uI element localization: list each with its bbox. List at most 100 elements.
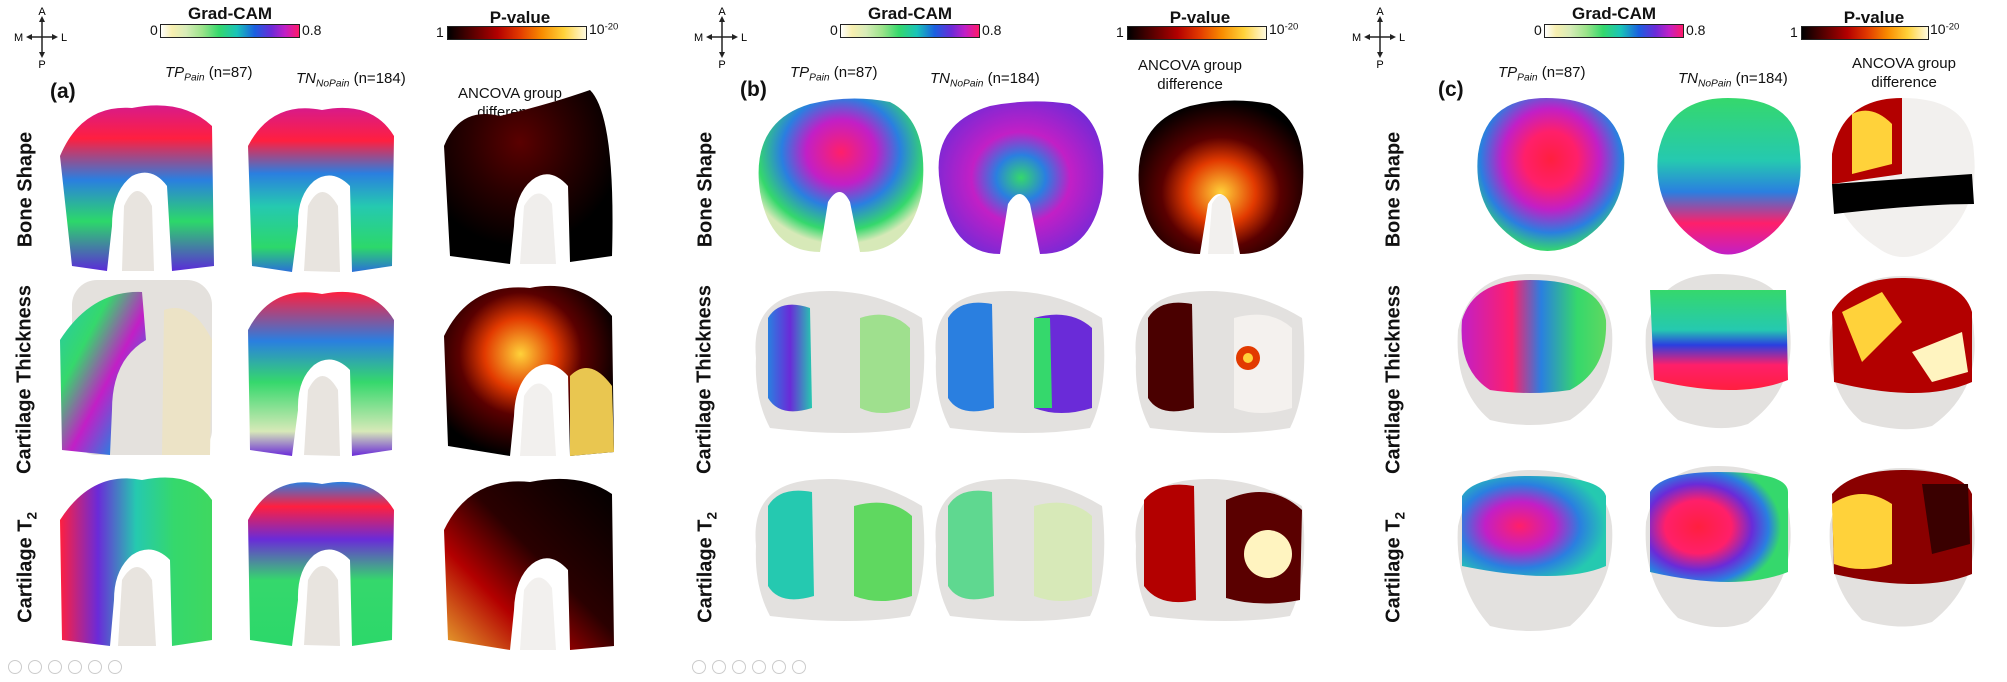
row-label-cartilage-thickness: Cartilage Thickness xyxy=(13,285,36,474)
next-icon[interactable] xyxy=(712,660,726,674)
femur-bone-tn xyxy=(938,101,1104,254)
row-label-cartilage-thickness: Cartilage Thickness xyxy=(693,285,716,474)
more-icon[interactable] xyxy=(108,660,122,674)
zoom-icon[interactable] xyxy=(88,660,102,674)
gradcam-max: 0.8 xyxy=(1686,22,1706,38)
compass-l: L xyxy=(61,32,67,44)
compass-m: M xyxy=(1352,32,1361,44)
patella-t2-tn xyxy=(1645,466,1791,628)
row-label-bone-shape: Bone Shape xyxy=(14,131,37,248)
panel-letter: (a) xyxy=(50,80,76,103)
compass-p: P xyxy=(718,59,725,68)
col-header-tp: TPPain (n=87) xyxy=(790,64,878,84)
slides-icon[interactable] xyxy=(752,660,766,674)
compass-a: A xyxy=(38,6,46,18)
pvalue-title: P-value xyxy=(1843,8,1905,27)
pvalue-min: 1 xyxy=(1116,24,1124,40)
row-label-cartilage-t2: Cartilage T2 xyxy=(694,511,720,623)
col-header-tn: TNNoPain (n=184) xyxy=(296,70,406,90)
patella-bone-tp xyxy=(1477,98,1625,251)
gradcam-title: Grad-CAM xyxy=(187,4,273,23)
femur-thickness-tn xyxy=(248,291,394,456)
row-label-cartilage-t2: Cartilage T2 xyxy=(14,511,40,623)
col-header-ancova: ANCOVA group difference xyxy=(1852,55,1956,91)
compass-l: L xyxy=(1399,32,1405,44)
femur-bone-tp xyxy=(60,105,214,271)
next-icon[interactable] xyxy=(28,660,42,674)
pvalue-min: 1 xyxy=(436,24,444,40)
gradcam-title: Grad-CAM xyxy=(867,4,953,23)
panel-a: A P M L Grad-CAM 0 0.8 P-value 1 10-20 T… xyxy=(0,0,669,682)
gradcam-title: Grad-CAM xyxy=(1571,4,1657,23)
pvalue-colorbar xyxy=(1127,26,1267,40)
col-header-tn: TNNoPain (n=184) xyxy=(930,70,1040,90)
pvalue-colorbar xyxy=(447,26,587,40)
orientation-compass-icon: A P M L xyxy=(1352,6,1405,68)
femur-t2-tn xyxy=(248,481,394,646)
pen-icon[interactable] xyxy=(48,660,62,674)
femur-bone-pvalue xyxy=(444,90,613,264)
compass-p: P xyxy=(38,59,45,68)
pvalue-max: 10-20 xyxy=(1930,21,1960,37)
compass-m: M xyxy=(694,32,703,44)
tibia-t2-tp xyxy=(755,479,925,621)
compass-a: A xyxy=(718,6,726,18)
tibia-t2-tn xyxy=(935,479,1105,621)
pvalue-max: 10-20 xyxy=(589,21,619,37)
col-header-tn: TNNoPain (n=184) xyxy=(1678,70,1788,90)
gradcam-min: 0 xyxy=(830,22,838,38)
pvalue-colorbar xyxy=(1801,26,1929,40)
patella-t2-tp xyxy=(1457,470,1613,631)
gradcam-max: 0.8 xyxy=(302,22,322,38)
tibia-thickness-pvalue xyxy=(1135,291,1305,433)
patella-thickness-pvalue xyxy=(1829,276,1975,430)
row-label-cartilage-thickness: Cartilage Thickness xyxy=(1382,285,1405,474)
patella-bone-pvalue xyxy=(1831,98,1975,257)
femur-t2-pvalue xyxy=(444,478,614,650)
tibia-thickness-tn xyxy=(935,291,1105,433)
orientation-compass-icon: A P M L xyxy=(14,6,67,68)
panel-b: A P M L Grad-CAM 0 0.8 P-value 1 10-20 T… xyxy=(680,0,1349,682)
compass-l: L xyxy=(741,32,747,44)
pvalue-min: 1 xyxy=(1790,24,1798,40)
gradcam-max: 0.8 xyxy=(982,22,1002,38)
tibia-thickness-tp xyxy=(755,291,925,433)
prev-icon[interactable] xyxy=(8,660,22,674)
pen-icon[interactable] xyxy=(732,660,746,674)
patella-bone-tn xyxy=(1657,98,1801,255)
col-header-tp: TPPain (n=87) xyxy=(165,64,253,84)
gradcam-min: 0 xyxy=(1534,22,1542,38)
femur-bone-pvalue xyxy=(1138,100,1304,254)
gradcam-colorbar xyxy=(160,24,300,38)
more-icon[interactable] xyxy=(792,660,806,674)
gradcam-colorbar xyxy=(1544,24,1684,38)
gradcam-colorbar xyxy=(840,24,980,38)
col-header-tp: TPPain (n=87) xyxy=(1498,64,1586,84)
patella-thickness-tn xyxy=(1645,274,1791,429)
zoom-icon[interactable] xyxy=(772,660,786,674)
panel-letter: (c) xyxy=(1438,78,1464,101)
row-label-bone-shape: Bone Shape xyxy=(1382,131,1405,248)
femur-thickness-tp xyxy=(60,280,212,455)
col-header-ancova: ANCOVA group difference xyxy=(1138,57,1242,93)
gradcam-min: 0 xyxy=(150,22,158,38)
pvalue-max: 10-20 xyxy=(1269,21,1299,37)
femur-t2-tp xyxy=(60,477,212,646)
patella-thickness-tp xyxy=(1457,274,1613,425)
slides-icon[interactable] xyxy=(68,660,82,674)
slide-toolbar xyxy=(692,660,806,674)
slide-toolbar xyxy=(8,660,122,674)
pvalue-title: P-value xyxy=(1169,8,1231,27)
compass-a: A xyxy=(1376,6,1384,18)
femur-bone-tp xyxy=(758,98,924,252)
row-label-cartilage-t2: Cartilage T2 xyxy=(1382,511,1408,623)
tibia-t2-pvalue xyxy=(1135,479,1305,621)
panel-c: A P M L Grad-CAM 0 0.8 P-value 1 10-20 T… xyxy=(1338,0,2007,682)
panel-letter: (b) xyxy=(740,78,767,101)
femur-bone-tn xyxy=(248,107,394,273)
pvalue-title: P-value xyxy=(489,8,551,27)
prev-icon[interactable] xyxy=(692,660,706,674)
femur-thickness-pvalue xyxy=(444,285,614,456)
patella-t2-pvalue xyxy=(1829,468,1975,627)
orientation-compass-icon: A P M L xyxy=(694,6,747,68)
